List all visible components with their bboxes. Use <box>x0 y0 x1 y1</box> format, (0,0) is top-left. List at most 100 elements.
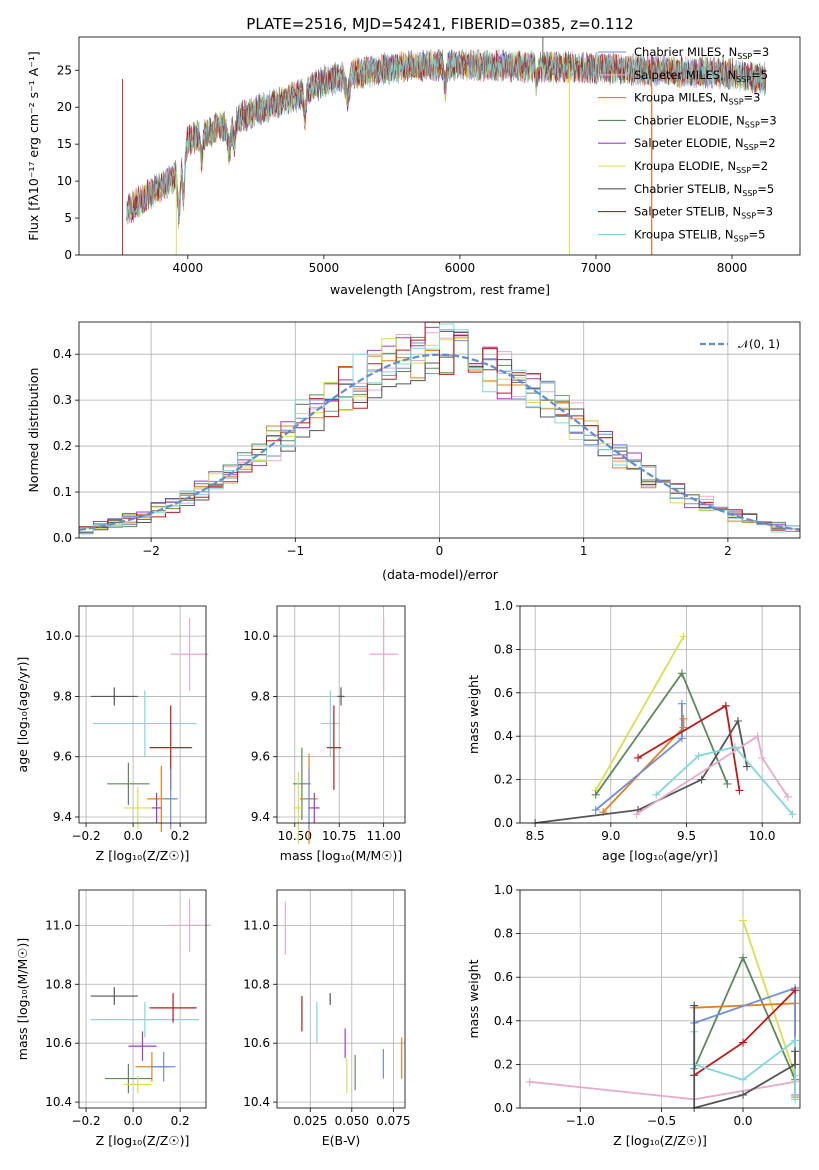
weight-vs-age-line-chabrier-elodie <box>594 671 729 796</box>
spectrum-xtick-label: 8000 <box>717 261 748 275</box>
legend-label-salpeter-elodie: Salpeter ELODIE, NSSP=2 <box>634 136 776 152</box>
weight-vs-age-xtick-label: 9.0 <box>601 829 620 843</box>
spectrum-line-kroupa-stelib <box>126 49 766 225</box>
weight-vs-Z-marker-salpeter-stelib <box>791 986 800 995</box>
spectrum-xtick-label: 5000 <box>309 261 340 275</box>
spectrum-ytick-label: 0 <box>64 248 72 262</box>
weight-vs-Z-ytick-label: 0.6 <box>494 970 513 984</box>
legend-subscript: SSP <box>736 75 751 84</box>
weight-vs-age-marker-kroupa-miles <box>679 714 688 723</box>
legend-count: =5 <box>757 182 774 196</box>
residuals-ytick-label: 0.4 <box>53 347 72 361</box>
weight-vs-age-marker-chabrier-miles <box>591 805 600 814</box>
legend-label-chabrier-stelib: Chabrier STELIB, NSSP=5 <box>634 182 774 198</box>
age-vs-Z-ytick-label: 9.4 <box>53 810 72 824</box>
mass-vs-EBV-xlabel: E(B-V) <box>322 1133 361 1148</box>
weight-vs-Z-frame <box>519 889 801 1109</box>
weight-vs-Z-marker-chabrier-stelib <box>791 1047 800 1056</box>
weight-vs-Z-ytick-label: 0.0 <box>494 1101 513 1115</box>
legend-label-chabrier-miles: Chabrier MILES, NSSP=3 <box>634 45 769 61</box>
spectrum-xtick-label: 6000 <box>445 261 476 275</box>
residuals-ytick-label: 0.0 <box>53 531 72 545</box>
weight-vs-Z-line-salpeter-miles <box>529 1080 796 1101</box>
weight-vs-Z-marker-kroupa-stelib <box>739 1075 748 1084</box>
spectrum-lines <box>122 37 766 255</box>
weight-vs-age-marker-salpeter-miles <box>632 810 641 819</box>
legend-subscript: SSP <box>745 120 760 129</box>
weight-vs-age-marker-kroupa-stelib <box>788 810 797 819</box>
weight-vs-age-series <box>531 632 797 827</box>
mass-vs-EBV-axes <box>273 890 405 1112</box>
spectrum-ytick-label: 25 <box>57 63 72 77</box>
weight-vs-age-ytick-label: 0.0 <box>494 816 513 830</box>
mass-vs-Z-xtick-label: −0.2 <box>71 1114 100 1128</box>
legend-subscript: SSP <box>741 212 756 221</box>
mass-vs-EBV-ytick-label: 10.4 <box>243 1095 270 1109</box>
legend-text: Chabrier STELIB, N <box>634 182 742 196</box>
weight-vs-Z-marker-kroupa-elodie <box>739 916 748 925</box>
weight-vs-age-line-salpeter-miles <box>636 734 789 816</box>
weight-vs-Z-marker-kroupa-stelib <box>791 1036 800 1045</box>
weight-vs-Z-xtick-label: −1.0 <box>566 1114 595 1128</box>
weight-vs-Z-xlabel: Z [log₁₀(Z/Z☉)] <box>613 1133 707 1148</box>
weight-vs-Z-ylabel: mass weight <box>466 959 481 1038</box>
spectrum-axes <box>75 69 733 259</box>
legend-label-chabrier-elodie: Chabrier ELODIE, NSSP=3 <box>634 113 777 129</box>
mass-vs-Z-frame <box>78 889 207 1109</box>
legend-text: Chabrier MILES, N <box>634 45 737 59</box>
weight-vs-Z-xtick-label: 0.0 <box>733 1114 752 1128</box>
weight-vs-age-marker-chabrier-miles <box>677 734 686 743</box>
spectrum-xtick-label: 7000 <box>581 261 612 275</box>
residuals-xtick-label: 2 <box>724 544 732 558</box>
residuals-xtick-label: −2 <box>142 544 160 558</box>
legend-text: Kroupa STELIB, N <box>634 227 734 241</box>
mass-vs-Z-points <box>90 898 211 1094</box>
weight-vs-age-marker-salpeter-stelib <box>721 701 730 710</box>
legend-subscript: SSP <box>734 234 749 243</box>
age-vs-mass-xtick-label: 10.50 <box>278 829 312 843</box>
legend-text: Chabrier ELODIE, N <box>634 113 745 127</box>
weight-vs-age-ytick-label: 0.2 <box>494 773 513 787</box>
legend-text: Kroupa MILES, N <box>634 91 729 105</box>
weight-vs-Z-marker-kroupa-stelib <box>791 1095 800 1104</box>
legend-count: =3 <box>756 205 773 219</box>
age-vs-mass-xtick-label: 11.00 <box>366 829 400 843</box>
legend-subscript: SSP <box>736 166 751 175</box>
weight-vs-age-marker-salpeter-stelib <box>735 786 744 795</box>
spectrum-xlabel: wavelength [Angstrom, rest frame] <box>330 282 550 297</box>
mass-vs-Z-ytick-label: 11.0 <box>45 918 72 932</box>
age-vs-Z-xtick-label: 0.0 <box>124 829 143 843</box>
legend-subscript: SSP <box>729 98 744 107</box>
weight-vs-age-ytick-label: 0.6 <box>494 686 513 700</box>
age-vs-mass-axes <box>273 606 405 827</box>
mass-vs-EBV-points <box>284 901 403 1094</box>
legend-text: Kroupa ELODIE, N <box>634 159 736 173</box>
weight-vs-age-marker-salpeter-miles <box>758 753 767 762</box>
legend-label-kroupa-elodie: Kroupa ELODIE, NSSP=2 <box>634 159 768 175</box>
weight-vs-Z-marker-salpeter-miles <box>525 1077 534 1086</box>
mass-vs-EBV-xtick-label: 0.025 <box>293 1114 327 1128</box>
age-vs-mass-xlabel: mass [log₁₀(M/M☉)] <box>280 848 402 863</box>
age-vs-Z-ytick-label: 10.0 <box>45 629 72 643</box>
weight-vs-age-xtick-label: 9.5 <box>677 829 696 843</box>
weight-vs-age-ytick-label: 1.0 <box>494 599 513 613</box>
age-vs-mass-xtick-label: 10.75 <box>322 829 356 843</box>
legend-subscript: SSP <box>744 143 759 152</box>
mass-vs-EBV-xtick-label: 0.075 <box>376 1114 410 1128</box>
mass-vs-Z-xtick-label: 0.0 <box>124 1114 143 1128</box>
weight-vs-age-marker-kroupa-stelib <box>652 790 661 799</box>
legend-count: =5 <box>749 227 766 241</box>
mass-vs-EBV-frame <box>276 889 406 1109</box>
mass-vs-Z-ytick-label: 10.6 <box>45 1036 72 1050</box>
hist-step-kroupa-stelib <box>79 323 800 535</box>
spectrum-ytick-label: 5 <box>64 211 72 225</box>
age-vs-Z-ylabel: age [log₁₀(age/yr)] <box>15 657 30 773</box>
legend-count: =5 <box>751 68 768 82</box>
legend-count: =2 <box>751 159 768 173</box>
legend-count: =3 <box>752 45 769 59</box>
age-vs-Z-points <box>90 618 209 833</box>
weight-vs-age-marker-salpeter-miles <box>783 792 792 801</box>
age-vs-Z-ytick-label: 9.8 <box>53 689 72 703</box>
mass-vs-EBV-xtick-label: 0.050 <box>335 1114 369 1128</box>
